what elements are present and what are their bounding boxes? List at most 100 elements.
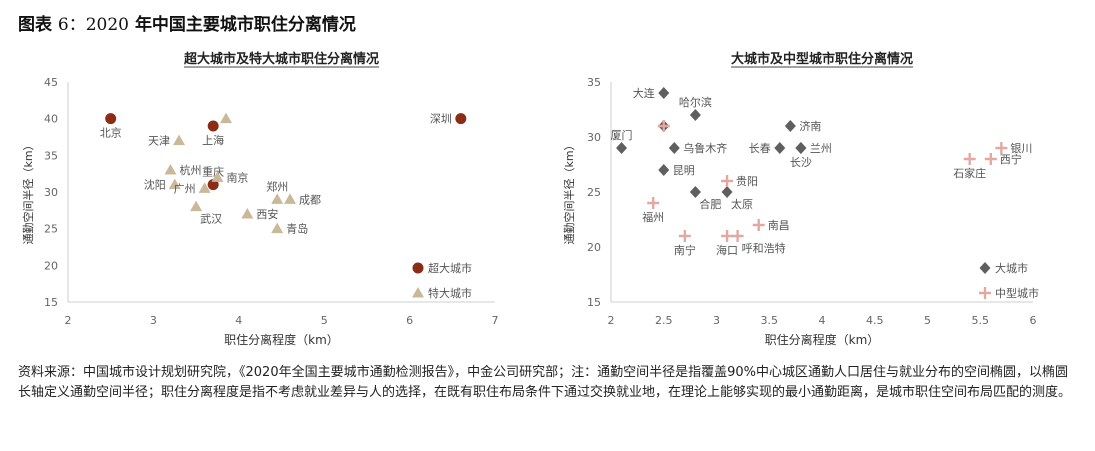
data-point — [105, 113, 117, 125]
data-label: 上海 — [202, 133, 224, 147]
data-label: 大连 — [633, 86, 655, 100]
y-tick-label: 30 — [44, 186, 58, 199]
data-label: 西宁 — [1000, 152, 1022, 166]
data-point — [995, 142, 1008, 154]
data-label: 天津 — [148, 135, 170, 148]
chart-title: 大城市及中型城市职住分离情况 — [731, 51, 913, 67]
data-point — [721, 175, 734, 187]
data-label: 武汉 — [200, 213, 222, 226]
data-point — [219, 112, 232, 124]
y-tick-label: 15 — [44, 296, 58, 309]
data-label: 杭州 — [179, 163, 201, 177]
data-label: 长春 — [749, 142, 771, 155]
legend-label: 特大城市 — [428, 286, 472, 300]
x-tick-label: 3 — [150, 314, 157, 327]
data-label: 合肥 — [699, 197, 721, 211]
data-label: 成都 — [299, 193, 321, 206]
data-point — [271, 222, 284, 234]
figure-title: 图表 6：2020 年中国主要城市职住分离情况 — [18, 10, 356, 35]
legend-marker — [979, 262, 991, 274]
data-point — [207, 179, 219, 191]
data-label: 厦门 — [611, 128, 633, 142]
data-label: 太原 — [731, 198, 753, 211]
legend-label: 超大城市 — [428, 261, 472, 275]
data-point — [190, 200, 203, 212]
y-tick-label: 15 — [587, 296, 601, 309]
data-point — [752, 219, 765, 231]
legend-marker — [979, 287, 991, 299]
x-axis-label: 职住分离程度（km） — [765, 332, 880, 347]
data-label: 长沙 — [790, 156, 812, 169]
x-tick-label: 7 — [492, 314, 499, 327]
data-point — [731, 230, 744, 242]
y-tick-label: 25 — [587, 186, 601, 199]
data-point — [241, 208, 254, 219]
data-point — [984, 153, 997, 165]
x-tick-label: 4.5 — [866, 314, 884, 327]
data-point — [678, 230, 691, 242]
y-tick-label: 35 — [44, 149, 58, 162]
data-point — [164, 164, 177, 175]
y-tick-label: 20 — [44, 259, 58, 272]
data-label: 石家庄 — [953, 166, 986, 180]
source-note: 资料来源：中国城市设计规划研究院，《2020年全国主要城市通勤检测报告》，中金公… — [18, 365, 1072, 400]
data-point — [616, 142, 628, 154]
data-point — [284, 193, 297, 204]
y-tick-label: 20 — [587, 241, 601, 254]
data-label: 深圳 — [430, 113, 452, 126]
data-point — [455, 113, 467, 125]
data-point — [689, 186, 701, 198]
figure-title-number: 6：2020 — [57, 15, 130, 35]
x-tick-label: 5.5 — [972, 314, 990, 327]
data-point — [795, 142, 807, 154]
x-tick-label: 3 — [713, 314, 720, 327]
data-point — [774, 142, 786, 154]
data-point — [658, 164, 670, 176]
figure-title-text: 年中国主要城市职住分离情况 — [134, 15, 356, 35]
data-point — [168, 178, 181, 190]
data-point — [721, 230, 734, 242]
scatter-chart-2: 大城市及中型城市职住分离情况 2 2.5 3 3.5 4 4.5 5 5.5 6 15 20 25 30 3… — [562, 51, 1039, 347]
data-label: 福州 — [642, 210, 664, 224]
legend-marker — [412, 287, 424, 298]
x-tick-label: 6 — [406, 314, 413, 327]
data-point — [207, 120, 219, 132]
data-label: 贵阳 — [736, 175, 758, 188]
y-tick-label: 40 — [44, 113, 58, 126]
data-label: 西安 — [256, 207, 278, 221]
legend-label: 大城市 — [995, 261, 1028, 275]
data-point — [721, 186, 733, 198]
data-point — [668, 142, 680, 154]
x-tick-label: 2.5 — [655, 314, 673, 327]
y-axis-label: 通勤空间半径（km） — [562, 139, 576, 244]
data-point — [657, 120, 670, 132]
x-tick-label: 5 — [924, 314, 931, 327]
data-label: 青岛 — [286, 222, 308, 236]
data-label: 重庆 — [202, 165, 224, 179]
x-tick-label: 2 — [65, 314, 72, 327]
data-label: 济南 — [799, 119, 821, 133]
x-axis-label: 职住分离程度（km） — [224, 332, 339, 347]
data-label: 沈阳 — [144, 178, 166, 192]
y-tick-label: 35 — [587, 76, 601, 89]
x-tick-label: 5 — [321, 314, 328, 327]
legend-marker — [412, 262, 424, 274]
figure-title-prefix: 图表 — [18, 15, 52, 35]
data-point — [271, 193, 284, 204]
data-label: 广州 — [174, 182, 196, 195]
data-point — [689, 109, 701, 121]
data-label: 郑州 — [266, 179, 288, 193]
data-point — [198, 182, 211, 193]
data-point — [784, 120, 796, 132]
data-point — [658, 87, 670, 99]
chart-title: 超大城市及特大城市职住分离情况 — [184, 51, 379, 67]
y-axis-label: 通勤空间半径（km） — [21, 139, 35, 244]
legend-label: 中型城市 — [995, 286, 1039, 300]
data-point — [647, 197, 660, 209]
data-label: 呼和浩特 — [742, 241, 786, 255]
data-label: 昆明 — [673, 164, 695, 177]
x-tick-label: 2 — [608, 314, 615, 327]
y-tick-label: 30 — [587, 131, 601, 144]
